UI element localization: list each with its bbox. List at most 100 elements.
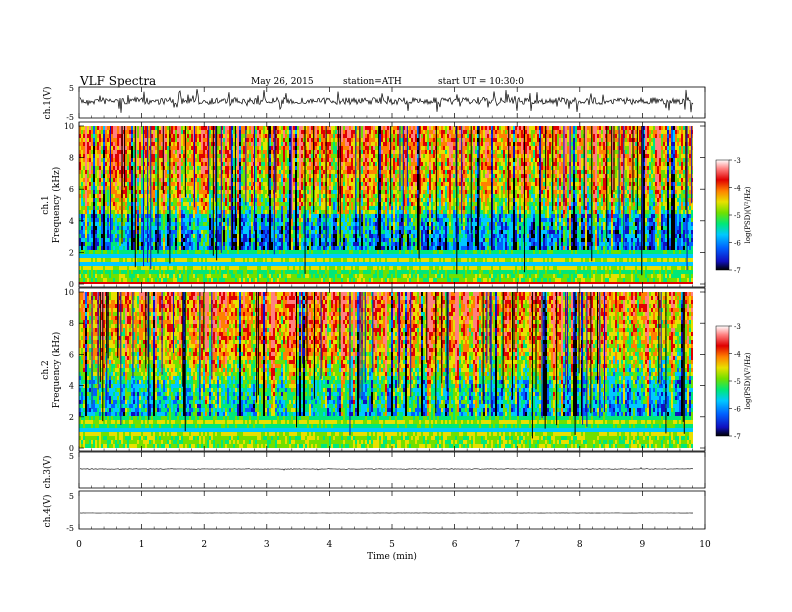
spectrogram-impulse: [686, 126, 688, 271]
spectrogram-impulse: [339, 126, 341, 242]
spectrogram-ch1: [79, 126, 695, 284]
date-label: May 26, 2015: [251, 77, 314, 87]
spectrogram-impulse: [145, 292, 147, 369]
spectrogram-impulse: [611, 126, 613, 198]
figure-title: VLF Spectra: [79, 74, 156, 88]
spectrogram-impulse: [563, 126, 565, 206]
spectrogram-impulse: [157, 126, 159, 254]
spectrogram-impulse: [320, 292, 322, 379]
ch1-trace: [79, 89, 694, 113]
spectrogram-impulse: [184, 292, 186, 432]
spectrogram-impulse: [456, 126, 458, 275]
spectrogram-impulse: [143, 126, 145, 267]
spectrogram-impulse: [544, 292, 546, 429]
spectrogram-impulse: [215, 126, 217, 202]
ylabel-ch1-top: ch.1: [41, 195, 51, 214]
spectrogram-impulse: [618, 126, 620, 214]
colorbar-tick-label: -4: [734, 185, 741, 193]
spectrogram-impulse: [435, 126, 437, 222]
colorbar-ch2: [715, 325, 730, 437]
spectrogram-impulse: [110, 126, 112, 242]
ytick-label: -5: [66, 113, 74, 122]
spectrogram-impulse: [694, 126, 695, 235]
spectrogram-impulse: [134, 126, 136, 268]
spectrogram-impulse: [208, 126, 210, 191]
spectrogram-impulse: [290, 126, 292, 219]
spectrogram-impulse: [632, 126, 634, 203]
spectrogram-impulse: [540, 126, 542, 199]
spectrogram-impulse: [508, 126, 510, 214]
yticks-ch1: 0 2 4 6 8 10: [64, 122, 705, 289]
spectrogram-impulse: [660, 292, 662, 386]
colorbar-tick-label: -7: [734, 433, 741, 441]
ylabel-ch4: ch.4(V): [42, 495, 53, 528]
spectrogram-impulse: [541, 292, 543, 419]
x-tick-label: 4: [327, 540, 333, 550]
x-tick-label: 2: [201, 540, 207, 550]
spectrogram-impulse: [574, 292, 576, 435]
spectrogram-impulse: [211, 292, 213, 379]
ylabel-ch1: ch.1(V): [42, 87, 53, 120]
spectrogram-impulse: [426, 292, 428, 363]
spectrogram-impulse: [583, 126, 585, 210]
spectrogram-impulse: [398, 292, 400, 388]
spectrogram-impulse: [120, 292, 122, 425]
spectrogram-impulse: [565, 292, 567, 385]
colorbar-tick-label: -3: [734, 323, 741, 331]
spectrogram-impulse: [183, 292, 185, 347]
spectrogram-impulse: [161, 292, 163, 375]
spectrogram-impulse: [372, 292, 374, 373]
spectrogram-impulse: [182, 292, 184, 387]
spectrogram-impulse: [97, 292, 99, 390]
spectrogram-impulse: [685, 126, 687, 210]
colorbar-tick-label: -6: [734, 406, 741, 414]
spectrogram-no-data: [694, 292, 705, 448]
spectrogram-impulse: [313, 126, 315, 213]
colorbar-tick-label: -3: [734, 157, 741, 165]
spectrogram-impulse: [604, 292, 606, 412]
colorbar-tick-label: -4: [734, 351, 741, 359]
x-tick-label: 6: [452, 540, 458, 550]
spectrogram-impulse: [313, 292, 315, 399]
spectrogram-impulse: [173, 292, 175, 353]
spectrogram-impulse: [441, 292, 443, 384]
ytick-label: 5: [69, 452, 74, 461]
spectrogram-impulse: [399, 292, 401, 363]
spectrogram-impulse: [482, 292, 484, 401]
spectrogram-impulse: [273, 126, 275, 255]
spectrogram-impulse: [569, 126, 571, 191]
spectrogram-impulse: [91, 292, 93, 410]
y-tick-label: 4: [69, 382, 74, 391]
x-tick-label: 1: [139, 540, 145, 550]
spectrogram-impulse: [162, 126, 164, 194]
spectrogram-impulse: [355, 126, 357, 215]
spectrogram-impulse: [447, 292, 449, 374]
xlabel-time: Time (min): [367, 551, 417, 562]
colorbar-ticks-ch1: -3 -4 -5 -6 -7: [729, 157, 741, 275]
spectrogram-impulse: [470, 126, 472, 234]
spectrogram-impulse: [148, 292, 150, 420]
spectrogram-impulse: [378, 126, 380, 236]
spectrogram-impulse: [590, 292, 592, 414]
x-tick-label: 0: [76, 540, 82, 550]
spectrogram-impulse: [567, 292, 569, 395]
colorbar-tick-label: -5: [734, 378, 741, 386]
panel-frame: [78, 451, 706, 489]
spectrogram-impulse: [641, 126, 643, 242]
y-tick-label: 0: [69, 444, 74, 453]
start-time-label: start UT = 10:30:0: [438, 77, 524, 87]
spectrogram-impulse: [682, 292, 684, 422]
spectrogram-impulse: [253, 126, 255, 232]
x-tick-label: 8: [577, 540, 583, 550]
spectrogram-impulse: [491, 126, 493, 251]
spectrogram-impulse: [523, 126, 525, 273]
colorbar-ch1: [715, 159, 730, 271]
spectrogram-impulse: [147, 126, 149, 263]
spectrogram-impulse: [486, 292, 488, 364]
spectrogram-impulse: [99, 292, 101, 382]
ylabel-ch2-top: ch.2: [41, 360, 51, 379]
spectrogram-impulse: [455, 126, 457, 187]
spectrogram-impulse: [435, 292, 437, 414]
